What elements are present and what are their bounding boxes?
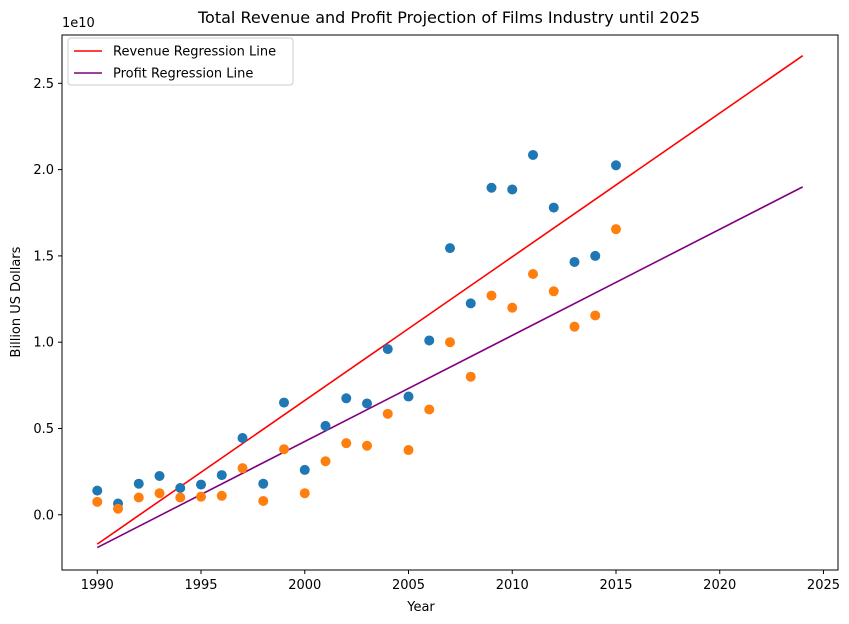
regression-lines bbox=[96, 55, 804, 549]
legend: Revenue Regression Line Profit Regression… bbox=[67, 37, 294, 86]
profit-point-2008 bbox=[465, 371, 476, 382]
x-tick-label: 2020 bbox=[703, 578, 736, 593]
profit-point-2003 bbox=[362, 440, 373, 451]
revenue-point-2011 bbox=[527, 149, 538, 160]
x-tick-label: 1995 bbox=[184, 578, 217, 593]
profit-point-1997 bbox=[237, 463, 248, 474]
x-tick-label: 2010 bbox=[496, 578, 529, 593]
revenue-point-2005 bbox=[403, 391, 414, 402]
revenue-point-2009 bbox=[486, 182, 497, 193]
revenue-point-1993 bbox=[154, 470, 165, 481]
profit-point-1990 bbox=[92, 496, 103, 507]
revenue-point-2004 bbox=[382, 344, 393, 355]
revenue-regression-line bbox=[96, 55, 804, 545]
x-tick-label: 2005 bbox=[392, 578, 425, 593]
axes: 1990 1995 2000 2005 2010 2015 2020 2025 0.0 0.5 1.… bbox=[33, 34, 840, 593]
profit-point-2010 bbox=[507, 302, 518, 313]
revenue-point-2000 bbox=[299, 464, 310, 475]
profit-point-1991 bbox=[113, 503, 124, 514]
revenue-point-2010 bbox=[507, 184, 518, 195]
profit-point-2004 bbox=[382, 408, 393, 419]
y-tick-label: 0.0 bbox=[33, 508, 54, 523]
profit-point-2006 bbox=[424, 404, 435, 415]
revenue-point-2015 bbox=[610, 160, 621, 171]
x-tick-label: 2015 bbox=[599, 578, 632, 593]
profit-point-2001 bbox=[320, 456, 331, 467]
profit-point-1994 bbox=[175, 492, 186, 503]
profit-point-2011 bbox=[527, 269, 538, 280]
legend-profit-label: Profit Regression Line bbox=[113, 67, 253, 82]
revenue-point-1994 bbox=[175, 483, 186, 494]
revenue-point-2003 bbox=[362, 398, 373, 409]
revenue-point-2001 bbox=[320, 420, 331, 431]
revenue-point-1995 bbox=[196, 479, 207, 490]
profit-point-1999 bbox=[279, 444, 290, 455]
profit-point-2012 bbox=[548, 286, 559, 297]
revenue-point-2002 bbox=[341, 393, 352, 404]
revenue-point-2006 bbox=[424, 335, 435, 346]
x-axis-label: Year bbox=[406, 600, 435, 615]
profit-regression-line bbox=[96, 186, 804, 549]
x-tick-label: 2025 bbox=[807, 578, 840, 593]
y-tick-label: 2.5 bbox=[33, 77, 54, 92]
profit-point-1996 bbox=[216, 490, 227, 501]
y-tick-label: 0.5 bbox=[33, 422, 54, 437]
revenue-point-1996 bbox=[216, 470, 227, 481]
x-tick-label: 2000 bbox=[288, 578, 321, 593]
revenue-point-1998 bbox=[258, 478, 269, 489]
profit-point-1993 bbox=[154, 488, 165, 499]
y-axis-label: Billion US Dollars bbox=[9, 246, 24, 357]
revenue-point-1990 bbox=[92, 485, 103, 496]
revenue-point-2013 bbox=[569, 256, 580, 267]
profit-point-2000 bbox=[299, 488, 310, 499]
scatter-points bbox=[92, 149, 621, 514]
x-tick-label: 1990 bbox=[81, 578, 114, 593]
y-tick-label: 1.5 bbox=[33, 249, 54, 264]
profit-point-1992 bbox=[133, 492, 144, 503]
profit-point-2009 bbox=[486, 290, 497, 301]
revenue-point-1997 bbox=[237, 432, 248, 443]
profit-point-2002 bbox=[341, 438, 352, 449]
revenue-point-2014 bbox=[590, 250, 601, 261]
y-offset-label: 1e10 bbox=[62, 16, 95, 31]
y-tick-label: 1.0 bbox=[33, 336, 54, 351]
y-tick-label: 2.0 bbox=[33, 163, 54, 178]
plot-frame bbox=[61, 34, 839, 571]
profit-point-1998 bbox=[258, 495, 269, 506]
profit-point-1995 bbox=[196, 491, 207, 502]
profit-point-2005 bbox=[403, 445, 414, 456]
legend-revenue-label: Revenue Regression Line bbox=[113, 45, 276, 60]
chart-title: Total Revenue and Profit Projection of F… bbox=[197, 8, 700, 27]
profit-point-2007 bbox=[445, 337, 455, 348]
revenue-point-1999 bbox=[279, 397, 290, 408]
profit-point-2015 bbox=[610, 224, 621, 235]
revenue-point-2012 bbox=[548, 202, 559, 213]
profit-point-2014 bbox=[590, 310, 601, 321]
revenue-point-2007 bbox=[445, 243, 455, 254]
revenue-point-2008 bbox=[465, 298, 476, 309]
legend-box bbox=[67, 37, 294, 86]
revenue-point-1992 bbox=[133, 478, 144, 489]
profit-point-2013 bbox=[569, 321, 580, 332]
